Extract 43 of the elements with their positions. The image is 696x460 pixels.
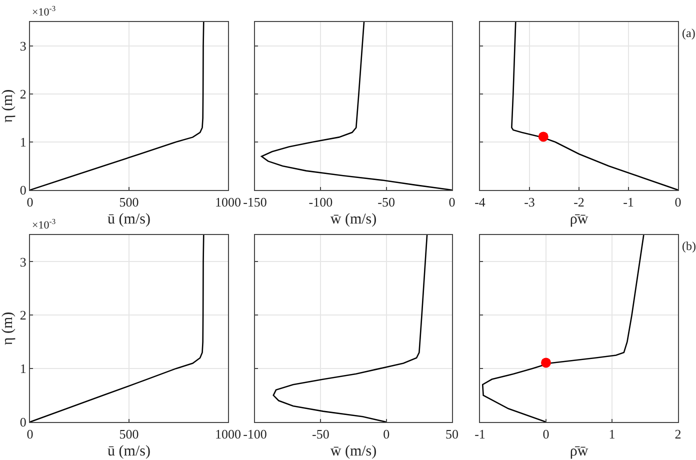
y-axis-title: η (m) [0,89,16,123]
y-tick-label: 0 [20,182,26,198]
y-tick-label: 2 [20,308,26,323]
line-series [30,22,204,190]
text: (a) [682,26,696,40]
x-tick-label: -2 [574,194,584,210]
x-tick-label: -150 [243,194,267,210]
x-axis-title: w̄ (m/s) [330,212,377,228]
y-tick-label: 3 [20,38,26,54]
x-axis-title: ρ̄w̄ [570,212,588,228]
x-tick-label: -1 [474,426,486,442]
x-tick-label: 0 [383,426,390,442]
x-tick-label: 500 [119,194,139,210]
x-tick-label: 0 [674,194,682,210]
x-tick-label: -4 [474,194,486,210]
y-tick-label: 1 [20,361,26,376]
y-tick-label: 1 [20,134,26,150]
text: (b) [682,239,696,253]
y-tick-label: 0 [20,414,26,430]
x-tick-label: -100 [308,194,333,210]
x-tick-label: 1000 [215,194,241,210]
x-axis-title: w̄ (m/s) [330,444,377,460]
x-tick-label: -100 [243,426,267,442]
x-tick-label: 2 [674,426,682,442]
x-tick-label: -3 [524,194,535,210]
line-series [30,235,204,422]
x-tick-label: -1 [623,194,634,210]
y-tick-label: 3 [20,254,26,270]
x-tick-label: -50 [378,194,395,210]
text: ×10$^{-3}$ [32,217,56,232]
x-tick-label: 1000 [215,426,241,442]
x-tick-label: 500 [119,426,139,442]
x-tick-label: 0 [542,426,550,442]
x-tick-label: -50 [312,426,330,442]
x-tick-label: 0 [448,194,456,210]
x-tick-label: 50 [446,426,458,442]
y-tick-label: 2 [20,86,26,102]
y-axis-title: η (m) [0,312,16,346]
text: ×10$^{-3}$ [32,4,56,19]
x-axis-title: ρ̄w̄ [570,444,588,460]
x-tick-label: 1 [608,426,616,442]
x-axis-title: ū (m/s) [108,444,150,460]
x-axis-title: ū (m/s) [108,212,150,228]
